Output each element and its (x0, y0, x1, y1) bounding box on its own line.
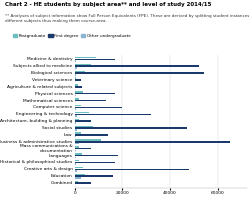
Bar (75, 129, 77, 131)
Bar (75, 122, 76, 124)
Bar (75, 60, 76, 62)
Bar (75, 139, 101, 141)
Bar (75, 86, 82, 88)
Bar (75, 127, 187, 129)
Bar (75, 157, 76, 158)
Bar (75, 150, 76, 151)
Bar (75, 74, 76, 76)
Bar (75, 65, 199, 67)
Legend: Postgraduate, First degree, Other undergraduate: Postgraduate, First degree, Other underg… (11, 33, 132, 40)
Bar (75, 95, 76, 96)
Bar (75, 143, 79, 144)
Bar (75, 132, 81, 134)
Bar (75, 91, 83, 93)
Bar (75, 177, 81, 179)
Bar (75, 115, 77, 117)
Bar (75, 136, 76, 138)
Text: Chart 2 - HE students by subject area** and level of study 2014/15: Chart 2 - HE students by subject area** … (5, 2, 211, 7)
Bar (75, 114, 151, 115)
Bar (75, 100, 106, 101)
Bar (75, 153, 82, 155)
Bar (75, 108, 76, 110)
Bar (75, 167, 83, 168)
Bar (75, 168, 189, 170)
Text: ** Analyses of subject information show Full Person Equivalents (FPE). These are: ** Analyses of subject information show … (5, 14, 249, 23)
Bar (75, 141, 230, 143)
Bar (75, 72, 203, 74)
Bar (75, 148, 91, 149)
Bar (75, 162, 115, 163)
Bar (75, 93, 115, 95)
Bar (75, 170, 77, 172)
Bar (75, 107, 123, 108)
Bar (75, 57, 96, 58)
Bar (75, 175, 113, 177)
Bar (75, 163, 76, 165)
Bar (75, 119, 79, 120)
Bar (75, 181, 78, 182)
Bar (75, 155, 118, 156)
Bar (75, 160, 79, 161)
Bar (75, 67, 77, 69)
Bar (75, 112, 89, 113)
Bar (75, 125, 93, 127)
Bar (75, 182, 91, 184)
Bar (75, 105, 81, 106)
Bar (75, 77, 76, 79)
Bar (75, 98, 79, 100)
Bar (75, 70, 85, 72)
Bar (75, 134, 108, 136)
Bar (75, 64, 91, 65)
Bar (75, 174, 85, 175)
Bar (75, 84, 78, 86)
Bar (75, 120, 91, 122)
Bar (75, 59, 115, 60)
Bar (75, 79, 81, 81)
Bar (75, 146, 79, 148)
